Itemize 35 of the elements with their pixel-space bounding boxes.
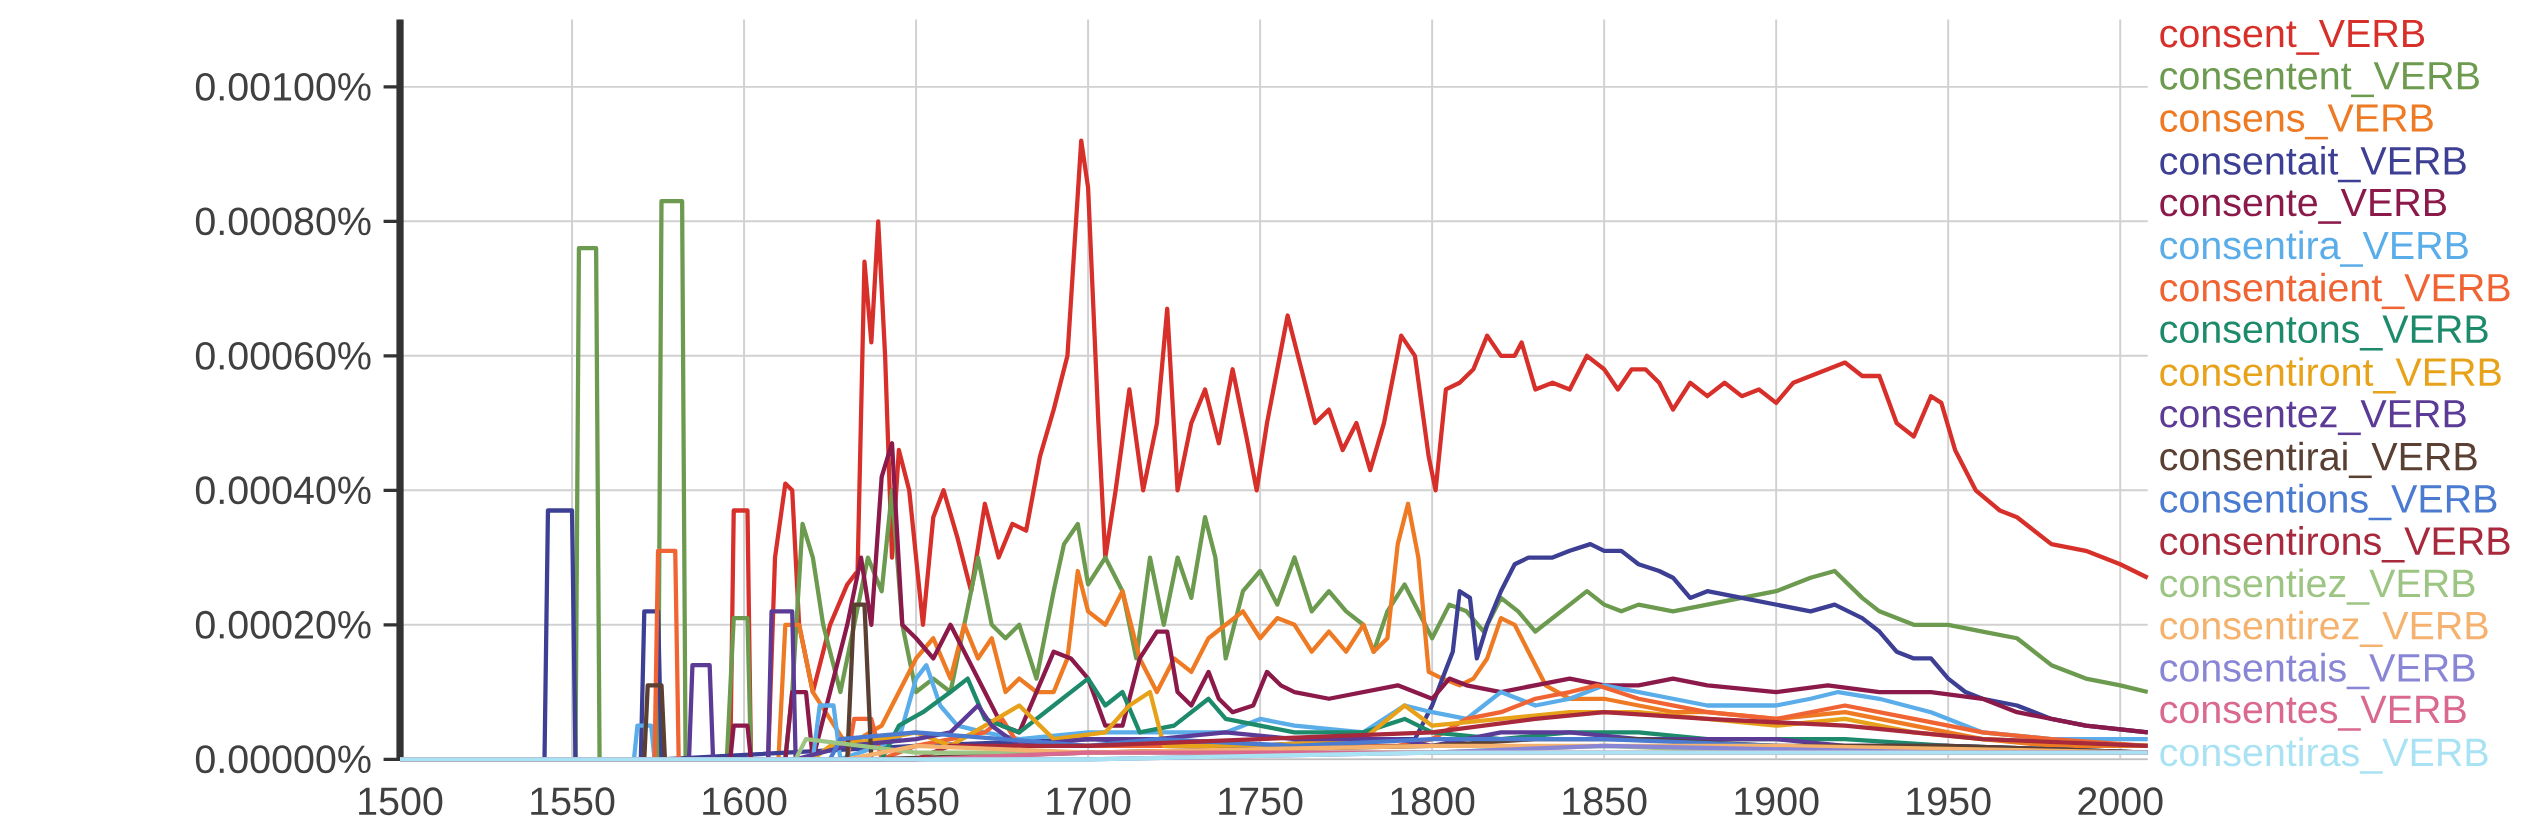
text: consentez_VERB bbox=[2160, 399, 2466, 435]
text: consentirez_VERB bbox=[2160, 610, 2488, 647]
x-tick-label: 1550 bbox=[531, 787, 615, 816]
text: consentons_VERB bbox=[2160, 315, 2488, 351]
text: consentaient_VERB bbox=[2160, 272, 2510, 309]
y-tick-label: 0.00060% bbox=[195, 341, 371, 370]
x-tick-label: 1700 bbox=[1047, 787, 1131, 816]
series-label: consentes_VERB bbox=[2160, 695, 2466, 731]
series-label: consentais_VERB bbox=[2160, 652, 2475, 690]
x-tick-label: 1650 bbox=[875, 787, 959, 816]
x-tick-label: 1800 bbox=[1391, 787, 1475, 816]
x-tick-label: 1600 bbox=[703, 787, 787, 816]
text: consentions_VERB bbox=[2160, 483, 2497, 521]
text: consentait_VERB bbox=[2160, 145, 2466, 183]
text: consent_VERB bbox=[2160, 19, 2425, 55]
text: consente_VERB bbox=[2160, 188, 2446, 224]
text: consentirai_VERB bbox=[2160, 441, 2477, 478]
text: consentira_VERB bbox=[2160, 230, 2468, 267]
y-tick-label: 0.00040% bbox=[195, 476, 371, 505]
x-tick-label: 1750 bbox=[1219, 787, 1303, 816]
x-tick-label: 1950 bbox=[1907, 787, 1991, 816]
y-tick-label: 0.00100% bbox=[195, 72, 371, 101]
text: consentiez_VERB bbox=[2160, 568, 2475, 605]
y-tick-label: 0.00000% bbox=[195, 745, 371, 774]
text: consens_VERB bbox=[2160, 104, 2433, 140]
series-label: consentiras_VERB bbox=[2160, 737, 2488, 774]
x-tick-label: 1850 bbox=[1563, 787, 1647, 816]
x-tick-label: 1900 bbox=[1735, 787, 1819, 816]
text: consentirons_VERB bbox=[2160, 525, 2510, 563]
text: consentent_VERB bbox=[2160, 62, 2479, 97]
text: consentiront_VERB bbox=[2160, 356, 2501, 394]
y-tick-label: 0.00080% bbox=[195, 207, 371, 236]
y-tick-label: 0.00020% bbox=[195, 610, 371, 639]
x-tick-label: 1500 bbox=[359, 787, 443, 816]
x-tick-label: 2000 bbox=[2078, 787, 2163, 816]
